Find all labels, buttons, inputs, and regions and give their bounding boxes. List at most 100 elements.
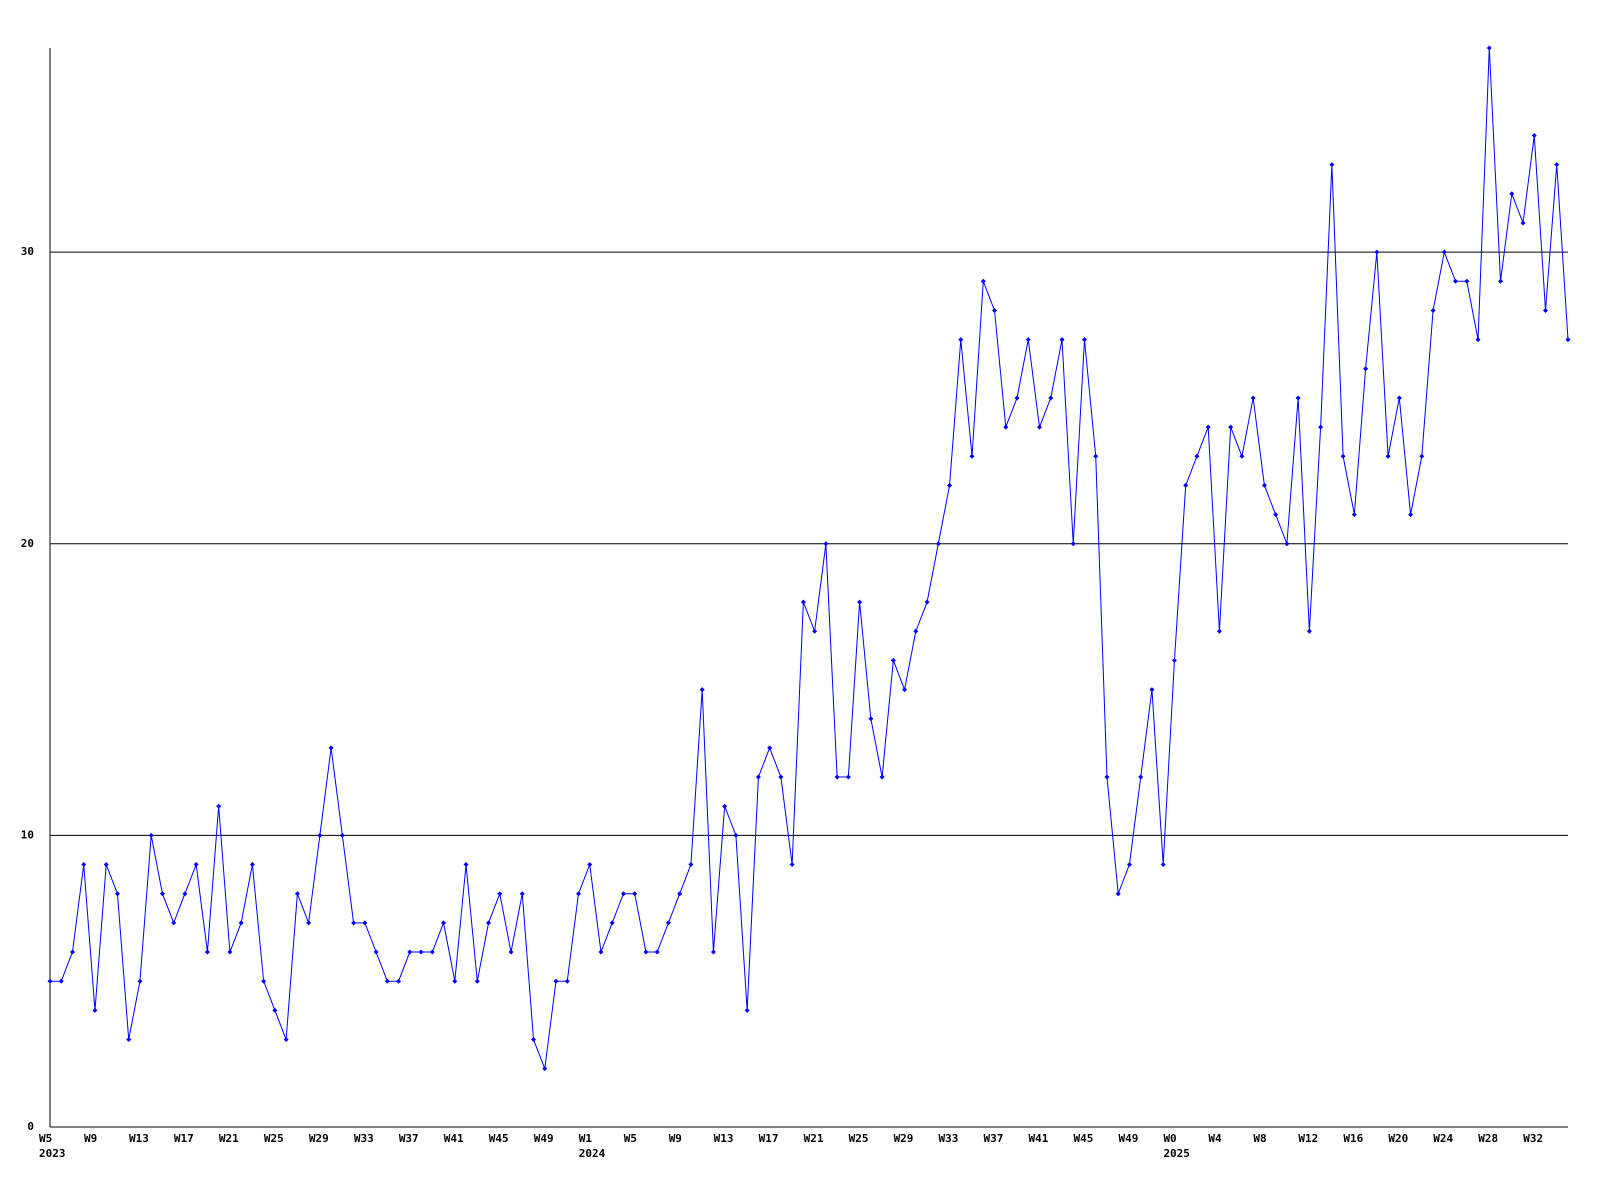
- x-tick-label: W8: [1253, 1132, 1266, 1145]
- data-point: [654, 949, 660, 955]
- data-point: [1295, 395, 1301, 401]
- x-tick-label: W49: [1118, 1132, 1138, 1145]
- data-point: [171, 920, 177, 926]
- data-point: [1149, 687, 1155, 693]
- y-tick-label: 10: [21, 828, 34, 841]
- x-tick-label: W13: [714, 1132, 734, 1145]
- data-point: [418, 949, 424, 955]
- data-point: [857, 599, 863, 605]
- data-point: [564, 978, 570, 984]
- data-point: [283, 1037, 289, 1043]
- data-point: [958, 337, 964, 343]
- data-point: [767, 745, 773, 751]
- x-tick-label: W32: [1523, 1132, 1543, 1145]
- data-point: [1025, 337, 1031, 343]
- x-year-label: 2024: [579, 1147, 606, 1160]
- data-point: [710, 949, 716, 955]
- x-tick-label: W28: [1478, 1132, 1498, 1145]
- x-tick-label: W0: [1163, 1132, 1176, 1145]
- data-point: [1239, 453, 1245, 459]
- x-tick-label: W13: [129, 1132, 149, 1145]
- data-point: [902, 687, 908, 693]
- data-point: [609, 920, 615, 926]
- data-point: [1554, 162, 1560, 168]
- data-point: [992, 307, 998, 313]
- data-point: [137, 978, 143, 984]
- data-point: [947, 482, 953, 488]
- data-point: [1250, 395, 1256, 401]
- data-point: [598, 949, 604, 955]
- data-point: [1059, 337, 1065, 343]
- data-point: [1037, 424, 1043, 430]
- data-point: [384, 978, 390, 984]
- data-point: [1430, 307, 1436, 313]
- data-point: [1441, 249, 1447, 255]
- data-point: [261, 978, 267, 984]
- data-point: [249, 862, 255, 868]
- x-tick-label: W1: [579, 1132, 593, 1145]
- data-point: [1419, 453, 1425, 459]
- x-tick-label: W25: [849, 1132, 869, 1145]
- data-point: [1543, 307, 1549, 313]
- data-point: [1126, 862, 1132, 868]
- data-point: [722, 803, 728, 809]
- data-point: [1509, 191, 1515, 197]
- data-point: [1171, 657, 1177, 663]
- data-point: [497, 891, 503, 897]
- x-tick-label: W9: [669, 1132, 682, 1145]
- data-point: [69, 949, 75, 955]
- data-point: [1374, 249, 1380, 255]
- data-point: [632, 891, 638, 897]
- x-tick-label: W16: [1343, 1132, 1363, 1145]
- data-point: [1486, 45, 1492, 51]
- x-tick-label: W12: [1298, 1132, 1318, 1145]
- data-point: [47, 978, 53, 984]
- x-tick-label: W5: [39, 1132, 52, 1145]
- data-point: [553, 978, 559, 984]
- data-point: [126, 1037, 132, 1043]
- data-point: [587, 862, 593, 868]
- data-point: [519, 891, 525, 897]
- data-point: [542, 1066, 548, 1072]
- data-point: [227, 949, 233, 955]
- data-point: [81, 862, 87, 868]
- data-point: [362, 920, 368, 926]
- x-tick-label: W45: [489, 1132, 509, 1145]
- data-point: [1284, 541, 1290, 547]
- data-point: [1014, 395, 1020, 401]
- data-point: [1160, 862, 1166, 868]
- data-point: [1273, 512, 1279, 518]
- data-point: [744, 1007, 750, 1013]
- data-point: [339, 832, 345, 838]
- data-point: [429, 949, 435, 955]
- data-point: [1498, 278, 1504, 284]
- x-tick-label: W17: [759, 1132, 779, 1145]
- data-point: [474, 978, 480, 984]
- data-point: [1318, 424, 1324, 430]
- data-line: [50, 47, 1569, 1069]
- data-point: [755, 774, 761, 780]
- x-tick-label: W41: [1029, 1132, 1049, 1145]
- data-point: [834, 774, 840, 780]
- data-point: [103, 862, 109, 868]
- data-point: [665, 920, 671, 926]
- data-point: [317, 832, 323, 838]
- data-point: [800, 599, 806, 605]
- data-point: [1261, 482, 1267, 488]
- x-tick-label: W37: [984, 1132, 1004, 1145]
- data-point: [688, 862, 694, 868]
- data-point: [159, 891, 165, 897]
- data-point: [778, 774, 784, 780]
- data-point: [407, 949, 413, 955]
- data-point: [216, 803, 222, 809]
- x-tick-label: W29: [309, 1132, 329, 1145]
- data-point: [1093, 453, 1099, 459]
- data-point: [868, 716, 874, 722]
- x-tick-label: W20: [1388, 1132, 1408, 1145]
- data-point: [620, 891, 626, 897]
- x-tick-label: W29: [894, 1132, 914, 1145]
- data-point: [643, 949, 649, 955]
- x-tick-label: W24: [1433, 1132, 1453, 1145]
